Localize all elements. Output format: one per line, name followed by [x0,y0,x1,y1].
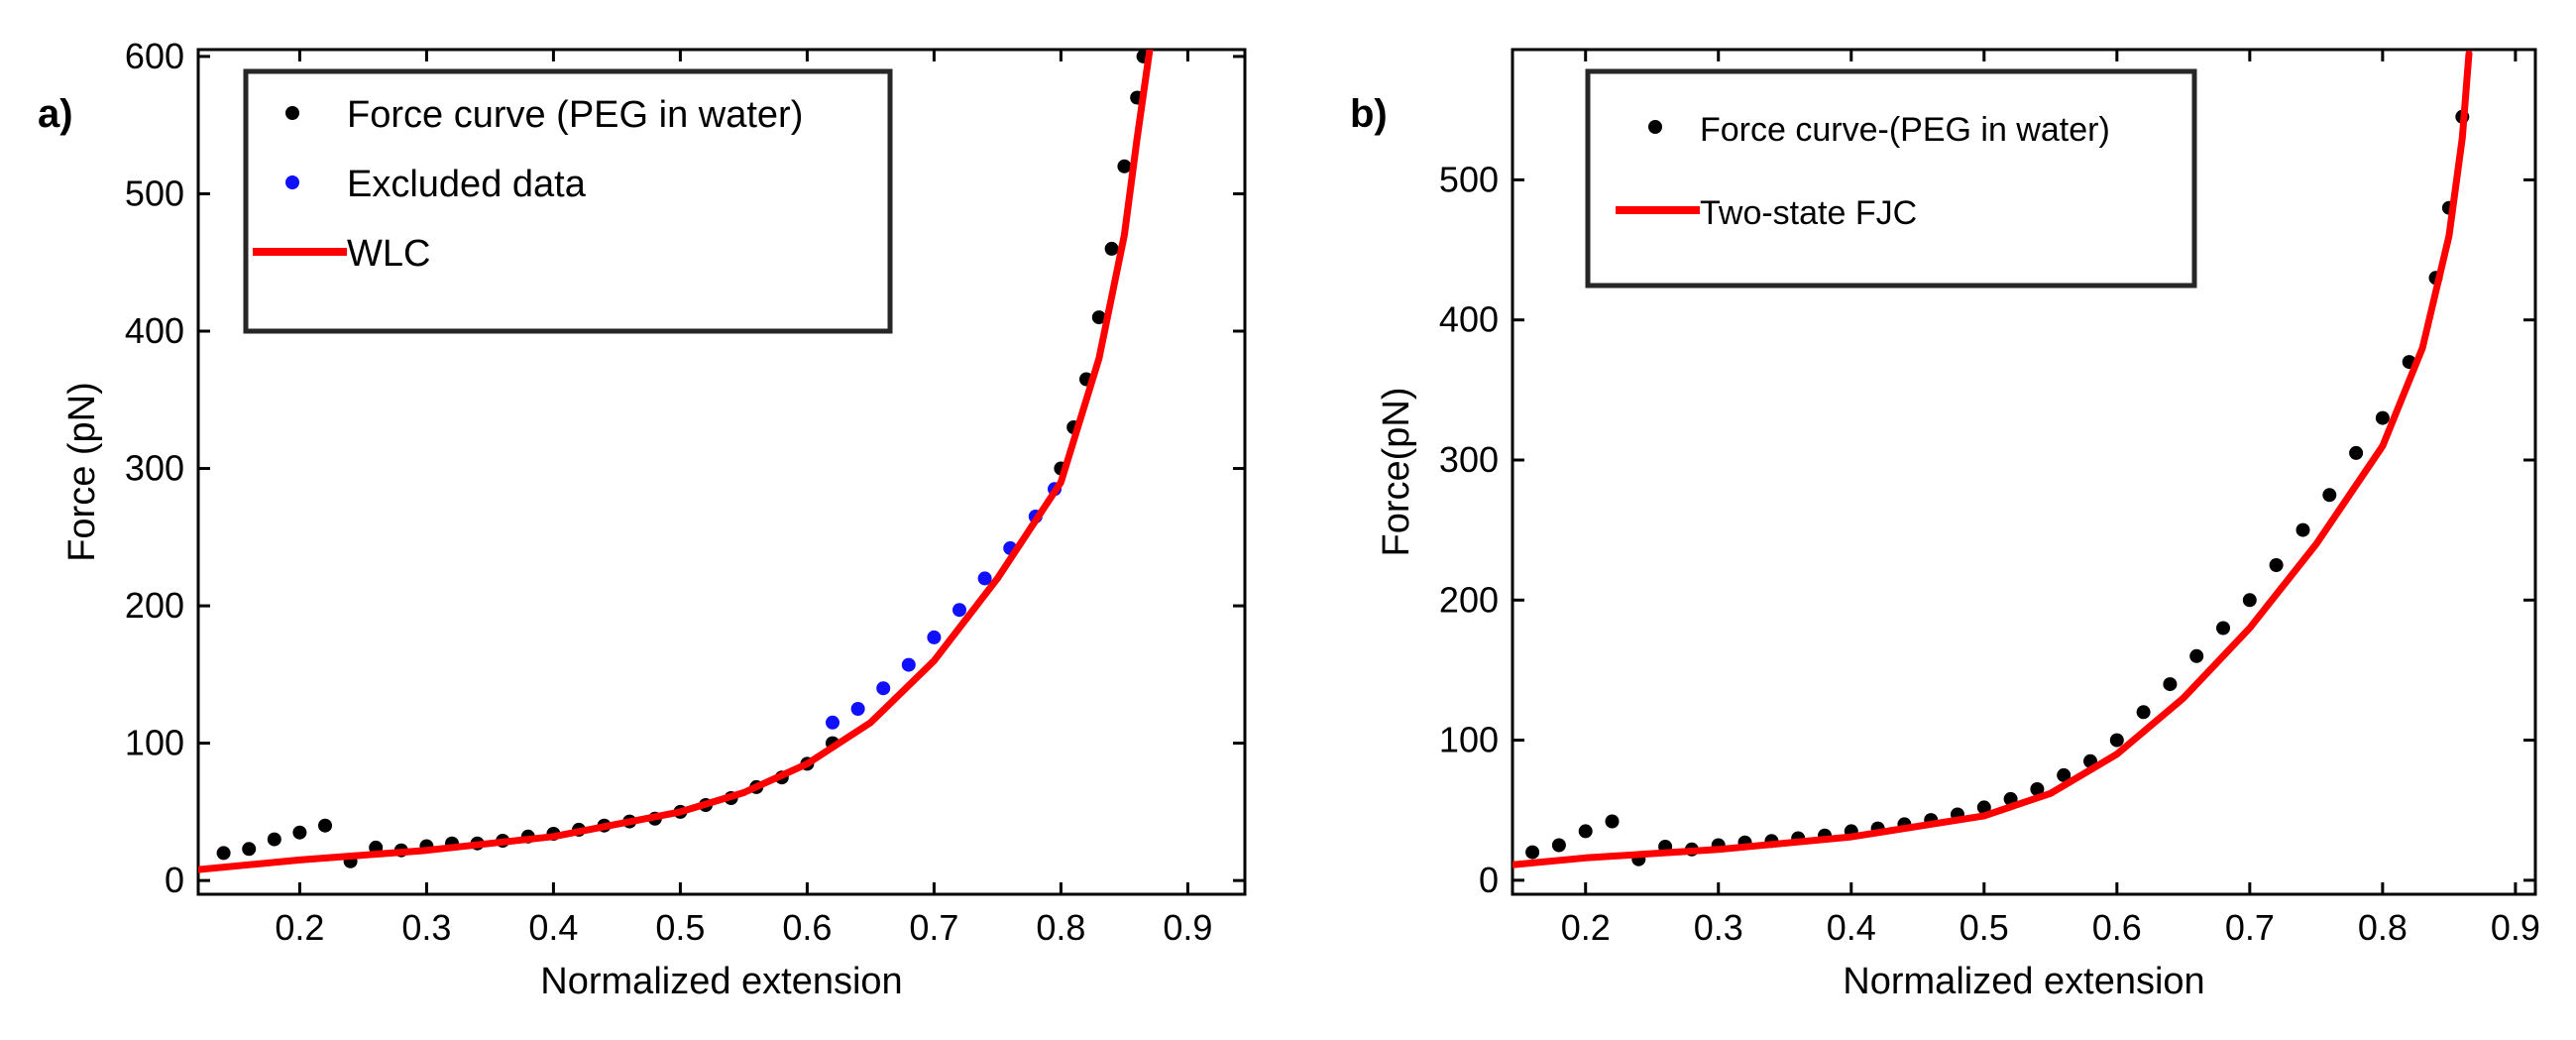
y-tick-label-a: 500 [125,173,184,213]
ticks-a: 0.2 0.3 0.4 0.5 0.6 0.7 0.8 0.9 0 100 200 300 400 500… [125,36,1245,948]
y-tick-label-a: 200 [125,585,184,626]
data-point-a [216,846,231,861]
data-point-b [1551,838,1566,853]
y-axis-label-a: Force (pN) [61,382,103,562]
y-tick-label-a: 100 [125,723,184,763]
x-tick-label-b: 0.4 [1827,907,1876,948]
x-tick-label-b: 0.5 [1960,907,2009,948]
y-tick-label-a: 0 [165,860,184,900]
data-point-a [242,842,257,857]
excluded-point-a [977,571,992,586]
panel-label-a: a) [38,92,73,136]
x-axis-label-a: Normalized extension [540,961,902,1002]
panel-label-b: b) [1350,92,1388,136]
x-tick-label-a: 0.6 [782,907,832,948]
excluded-point-a [927,630,942,644]
y-tick-label-b: 300 [1439,439,1499,480]
y-tick-label-b: 200 [1439,579,1499,620]
data-point-b [2322,488,2337,503]
y-tick-label-b: 100 [1439,720,1499,760]
data-point-b [2296,522,2310,537]
data-point-b [2109,733,2124,748]
legend-marker-b [1648,120,1662,134]
y-tick-label-a: 400 [125,310,184,351]
legend-label-a: Excluded data [347,164,587,205]
fit-line-a [198,50,1154,873]
data-point-b [1976,800,1991,815]
legend-b: Force curve-(PEG in water) Two-state FJC [1585,68,2197,289]
y-tick-label-b: 500 [1439,159,1499,199]
x-tick-label-b: 0.2 [1561,907,1611,948]
x-tick-label-b: 0.7 [2225,907,2275,948]
legend-box-b [1585,68,2197,289]
data-point-a [267,832,281,847]
data-point-a [1117,159,1132,173]
y-tick-label-a: 300 [125,448,184,489]
panel-b: b) 0.2 0.3 0.4 0.5 0.6 0.7 0.8 0.9 0 100 200 300 400… [1350,48,2540,1002]
legend-label-a: Force curve (PEG in water) [347,94,803,136]
data-point-b [2269,558,2284,572]
data-point-a [1091,310,1106,325]
legend-a: Force curve (PEG in water) Excluded data W… [243,68,893,334]
legend-label-b: Two-state FJC [1700,194,1917,232]
excluded-point-a [876,681,891,696]
data-point-b [1605,814,1620,829]
x-tick-label-a: 0.2 [275,907,324,948]
legend-marker-a [285,175,299,189]
data-point-b [2030,782,2045,796]
x-tick-label-a: 0.7 [909,907,958,948]
data-point-b [1578,824,1593,839]
data-point-a [1104,241,1119,256]
data-point-b [2136,705,2151,720]
data-point-b [2216,621,2230,636]
x-tick-label-a: 0.9 [1163,907,1212,948]
excluded-point-a [952,603,966,618]
legend-box-a [243,68,893,334]
x-axis-label-b: Normalized extension [1843,961,2204,1002]
y-axis-label-b: Force(pN) [1376,387,1417,556]
data-point-b [1525,845,1540,860]
data-point-b [2375,410,2390,425]
x-tick-label-b: 0.3 [1694,907,1743,948]
ticks-b: 0.2 0.3 0.4 0.5 0.6 0.7 0.8 0.9 0 100 200 300 400 500 [1439,50,2540,948]
data-point-b [2163,677,2178,692]
fit-curve-a [198,50,1154,873]
excluded-point-a [901,657,916,672]
x-tick-label-a: 0.3 [401,907,451,948]
y-tick-label-b: 0 [1479,860,1499,900]
y-tick-label-b: 400 [1439,299,1499,340]
x-tick-label-b: 0.8 [2358,907,2408,948]
x-tick-label-b: 0.9 [2491,907,2540,948]
x-tick-label-b: 0.6 [2092,907,2142,948]
fit-curve-b [1512,50,2473,868]
legend-label-a: WLC [347,233,430,275]
data-point-a [318,818,332,833]
x-tick-label-a: 0.8 [1036,907,1085,948]
data-point-b [2057,767,2072,782]
y-tick-label-a: 600 [125,36,184,76]
legend-label-b: Force curve-(PEG in water) [1700,111,2110,149]
fit-line-b [1512,50,2473,868]
data-point-b [2242,593,2257,608]
data-point-a [292,825,307,840]
data-point-b [2349,445,2364,460]
excluded-point-a [850,702,865,716]
data-point-b [2189,648,2204,663]
excluded-point-a [826,715,840,730]
x-tick-label-a: 0.4 [528,907,578,948]
x-tick-label-a: 0.5 [655,907,705,948]
panel-a: a) 0.2 0.3 0.4 0.5 0.6 0.7 0.8 0.9 0 100 200 300 400… [38,36,1247,1002]
legend-marker-a [285,106,299,120]
